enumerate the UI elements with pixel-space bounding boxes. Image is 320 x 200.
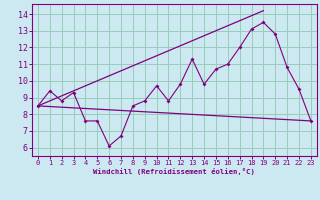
X-axis label: Windchill (Refroidissement éolien,°C): Windchill (Refroidissement éolien,°C) xyxy=(93,168,255,175)
